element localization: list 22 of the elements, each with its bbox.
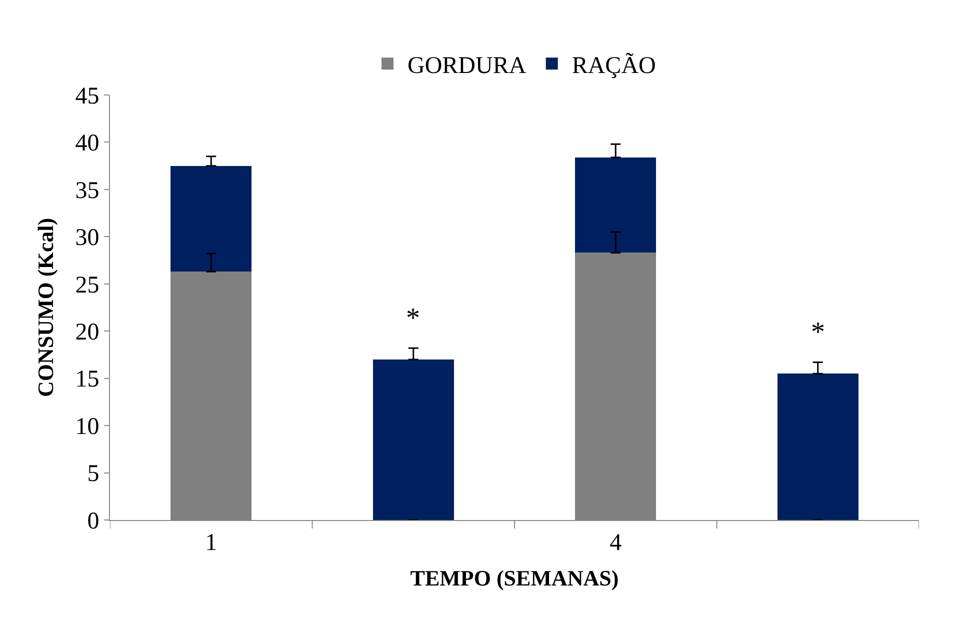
legend-label: RAÇÃO — [572, 52, 656, 79]
y-tick-label: 5 — [87, 461, 100, 488]
bar — [372, 359, 454, 520]
legend-label: GORDURA — [408, 52, 527, 79]
x-tick-label: 1 — [205, 530, 218, 556]
annotation: * — [811, 317, 825, 348]
y-tick-label: 45 — [75, 83, 100, 110]
y-tick-label: 0 — [87, 508, 100, 534]
y-tick-label: 20 — [75, 320, 100, 346]
y-tick-label: 10 — [75, 414, 100, 440]
y-tick-label: 35 — [75, 178, 100, 204]
bar — [777, 374, 858, 520]
y-tick-label: 40 — [75, 130, 100, 157]
bar — [170, 166, 252, 272]
annotation: * — [406, 303, 420, 334]
y-axis-title: CONSUMO (Kcal) — [33, 218, 58, 398]
y-tick-label: 15 — [75, 366, 100, 393]
y-tick-label: 30 — [75, 225, 100, 252]
y-tick-label: 25 — [75, 272, 100, 298]
x-tick-label: 4 — [610, 530, 622, 556]
x-axis-title: TEMPO (SEMANAS) — [410, 566, 619, 591]
bar — [575, 157, 656, 253]
